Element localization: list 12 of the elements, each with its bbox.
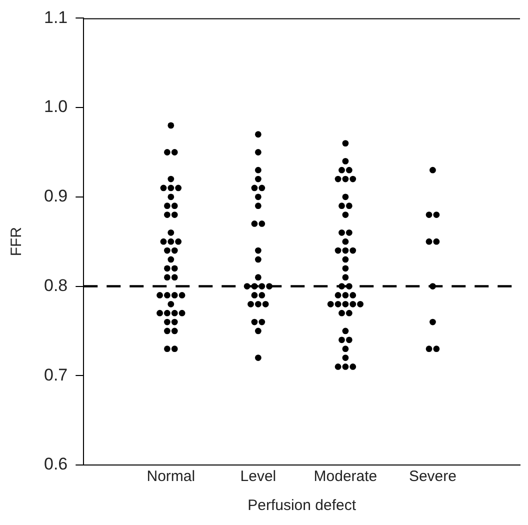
- y-tick-label: 0.7: [44, 365, 68, 384]
- y-tick-label: 1.1: [44, 8, 68, 27]
- y-tick-label: 0.6: [44, 454, 68, 474]
- x-tick-label: Level: [240, 468, 276, 486]
- x-tick-label: Severe: [408, 468, 456, 486]
- y-tick-label: 1.0: [44, 97, 68, 116]
- x-axis-title: Perfusion defect: [248, 497, 357, 514]
- x-tick-label: Normal: [146, 468, 196, 486]
- y-tick-label: 0.8: [44, 276, 68, 295]
- x-tick-label: Moderate: [314, 468, 378, 486]
- y-axis-title: FFR: [8, 226, 26, 256]
- y-tick-label: 0.9: [44, 186, 68, 206]
